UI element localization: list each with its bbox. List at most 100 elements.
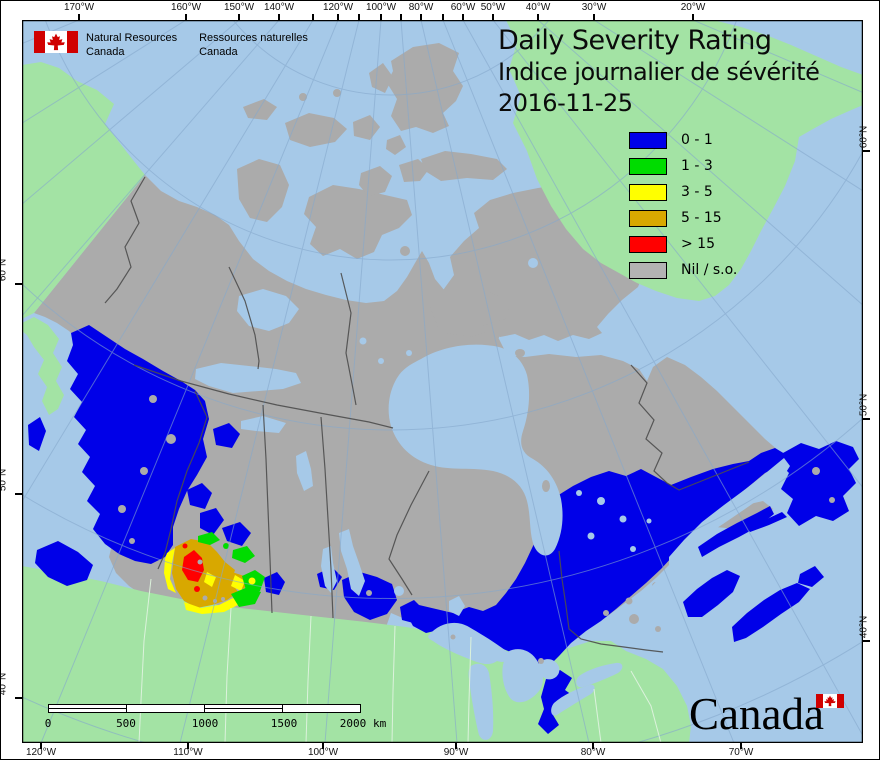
nrcan-fr-line2: Canada — [199, 46, 238, 58]
legend-item: 0 - 1 — [629, 131, 737, 149]
scale-label-0: 0 — [44, 717, 52, 730]
axis-label-left: 40°N — [0, 672, 9, 696]
bay-islands — [450, 480, 550, 664]
axis-tick-right — [863, 418, 870, 420]
legend-swatch-yellow — [629, 183, 667, 201]
legend-item: 3 - 5 — [629, 183, 737, 201]
axis-tick-bottom — [592, 743, 594, 749]
axis-label-left: 50°N — [0, 468, 9, 492]
legend-swatch-red — [629, 235, 667, 253]
axis-tick-top — [312, 14, 314, 20]
axis-tick-bottom — [187, 743, 189, 749]
legend-label: 1 - 3 — [681, 158, 713, 174]
axis-label-top: 120°W — [322, 2, 354, 13]
axis-tick-left — [15, 283, 22, 285]
axis-tick-bottom — [40, 743, 42, 749]
scale-label-2000: 2000 — [339, 717, 367, 730]
axis-tick-bottom — [322, 743, 324, 749]
axis-tick-top — [337, 14, 339, 20]
legend-item: 5 - 15 — [629, 209, 737, 227]
axis-label-right: 60°N — [858, 125, 870, 149]
axis-label-bottom: 70°W — [728, 747, 754, 758]
title-fr: Indice journalier de sévérité — [498, 58, 820, 86]
scale-label-500: 500 — [116, 717, 136, 730]
axis-label-right: 40°N — [858, 615, 870, 639]
title-en: Daily Severity Rating — [498, 25, 772, 56]
axis-tick-top — [400, 14, 402, 20]
axis-label-top: 160°W — [170, 2, 202, 13]
graticule — [22, 20, 863, 743]
axis-label-top: 100°W — [365, 2, 397, 13]
axis-tick-top — [593, 14, 595, 20]
axis-label-top: 40°W — [525, 2, 551, 13]
axis-tick-right — [863, 150, 870, 152]
nrcan-name-en: Natural Resources Canada — [86, 31, 177, 59]
province-borders — [104, 176, 750, 653]
legend-item: Nil / s.o. — [629, 261, 738, 279]
us-state-borders — [138, 578, 662, 743]
axis-label-bottom: 110°W — [173, 747, 203, 758]
scale-unit: km — [373, 717, 387, 730]
axis-label-left: 60°N — [0, 258, 9, 282]
wordmark-flag-icon — [816, 694, 844, 708]
nrcan-en-line1: Natural Resources — [86, 32, 178, 44]
axis-tick-top — [278, 14, 280, 20]
nrcan-en-line2: Canada — [86, 46, 125, 58]
axis-tick-left — [15, 493, 22, 495]
legend-label: Nil / s.o. — [681, 262, 738, 278]
scale-label-1500: 1500 — [270, 717, 298, 730]
canada-map — [22, 20, 863, 743]
legend-label: 3 - 5 — [681, 184, 713, 200]
axis-tick-bottom — [455, 743, 457, 749]
inland-waters — [195, 258, 790, 740]
axis-tick-top — [420, 14, 422, 20]
axis-tick-top — [537, 14, 539, 20]
legend-label: 0 - 1 — [681, 132, 713, 148]
axis-label-bottom: 100°W — [307, 747, 339, 758]
scale-label-1000: 1000 — [191, 717, 219, 730]
axis-label-top: 20°W — [680, 2, 706, 13]
legend-item: > 15 — [629, 235, 737, 253]
scale-bar — [48, 704, 361, 713]
map-frame — [22, 20, 863, 743]
axis-tick-top — [380, 14, 382, 20]
axis-label-right: 50°N — [858, 393, 870, 417]
axis-tick-top — [185, 14, 187, 20]
legend-swatch-blue — [629, 131, 667, 149]
axis-tick-top — [692, 14, 694, 20]
canada-flag-icon — [34, 31, 78, 53]
axis-label-bottom: 120°W — [25, 747, 57, 758]
axis-label-bottom: 80°W — [580, 747, 606, 758]
axis-tick-left — [15, 697, 22, 699]
scale-segment — [49, 705, 127, 712]
legend-swatch-orange — [629, 209, 667, 227]
axis-tick-top — [442, 14, 444, 20]
dsr-blue-regions — [28, 325, 859, 734]
axis-tick-top — [78, 14, 80, 20]
axis-label-top: 150°W — [223, 2, 255, 13]
map-title: Daily Severity Rating Indice journalier … — [498, 25, 820, 119]
legend-label: > 15 — [681, 236, 715, 252]
axis-tick-bottom — [740, 743, 742, 749]
scale-segment — [283, 705, 360, 712]
axis-label-top: 80°W — [408, 2, 434, 13]
axis-label-bottom: 90°W — [443, 747, 469, 758]
axis-label-top: 170°W — [63, 2, 95, 13]
title-date: 2016-11-25 — [498, 89, 633, 117]
greenland-land — [506, 20, 863, 301]
axis-label-top: 60°W — [450, 2, 476, 13]
axis-tick-top — [358, 14, 360, 20]
axis-tick-right — [863, 640, 870, 642]
axis-tick-top — [492, 14, 494, 20]
legend-label: 5 - 15 — [681, 210, 722, 226]
legend-swatch-nil — [629, 261, 667, 279]
nrcan-signature: Natural Resources Canada Ressources natu… — [34, 31, 330, 59]
canada-wordmark: Canada — [689, 689, 869, 745]
legend-item: 1 - 3 — [629, 157, 737, 175]
axis-tick-top — [462, 14, 464, 20]
scale-segment — [127, 705, 205, 712]
dsr-legend: 0 - 1 1 - 3 3 - 5 5 - 15 > 15 Nil / s.o. — [629, 131, 738, 279]
legend-swatch-green — [629, 157, 667, 175]
scale-segment — [205, 705, 283, 712]
